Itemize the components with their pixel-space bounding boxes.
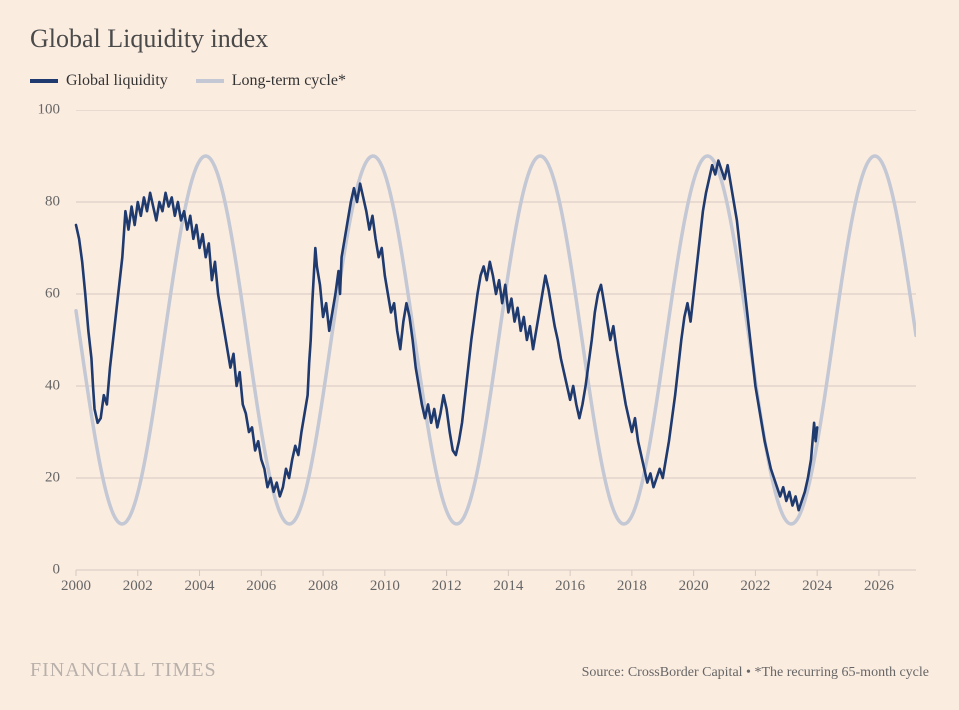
chart-area: 0204060801002000200220042006200820102012… (36, 110, 916, 600)
y-axis-label: 80 (30, 194, 60, 211)
x-axis-label: 2004 (185, 578, 215, 595)
chart-container: Global Liquidity index Global liquidity … (0, 0, 959, 710)
x-axis-label: 2022 (740, 578, 770, 595)
x-axis-label: 2014 (493, 578, 523, 595)
x-axis-label: 2024 (802, 578, 832, 595)
y-axis-label: 20 (30, 470, 60, 487)
legend: Global liquidity Long-term cycle* (30, 72, 929, 90)
legend-item-s1: Global liquidity (30, 72, 168, 90)
x-axis-label: 2008 (308, 578, 338, 595)
legend-label-s1: Global liquidity (66, 72, 168, 90)
x-axis-label: 2000 (61, 578, 91, 595)
y-axis-label: 60 (30, 286, 60, 303)
footer: FINANCIAL TIMES Source: CrossBorder Capi… (30, 659, 929, 682)
x-axis-label: 2012 (432, 578, 462, 595)
legend-swatch-s1 (30, 79, 58, 83)
x-axis-label: 2016 (555, 578, 585, 595)
x-axis-label: 2002 (123, 578, 153, 595)
y-axis-label: 100 (30, 102, 60, 119)
legend-item-s2: Long-term cycle* (196, 72, 346, 90)
y-axis-label: 0 (30, 562, 60, 579)
source-label: Source: CrossBorder Capital • *The recur… (582, 665, 929, 681)
x-axis-label: 2006 (246, 578, 276, 595)
chart-title: Global Liquidity index (30, 24, 929, 54)
y-axis-label: 40 (30, 378, 60, 395)
x-axis-label: 2018 (617, 578, 647, 595)
legend-label-s2: Long-term cycle* (232, 72, 346, 90)
x-axis-label: 2026 (864, 578, 894, 595)
legend-swatch-s2 (196, 79, 224, 83)
x-axis-label: 2010 (370, 578, 400, 595)
chart-svg (36, 110, 916, 600)
x-axis-label: 2020 (679, 578, 709, 595)
brand-label: FINANCIAL TIMES (30, 659, 217, 682)
